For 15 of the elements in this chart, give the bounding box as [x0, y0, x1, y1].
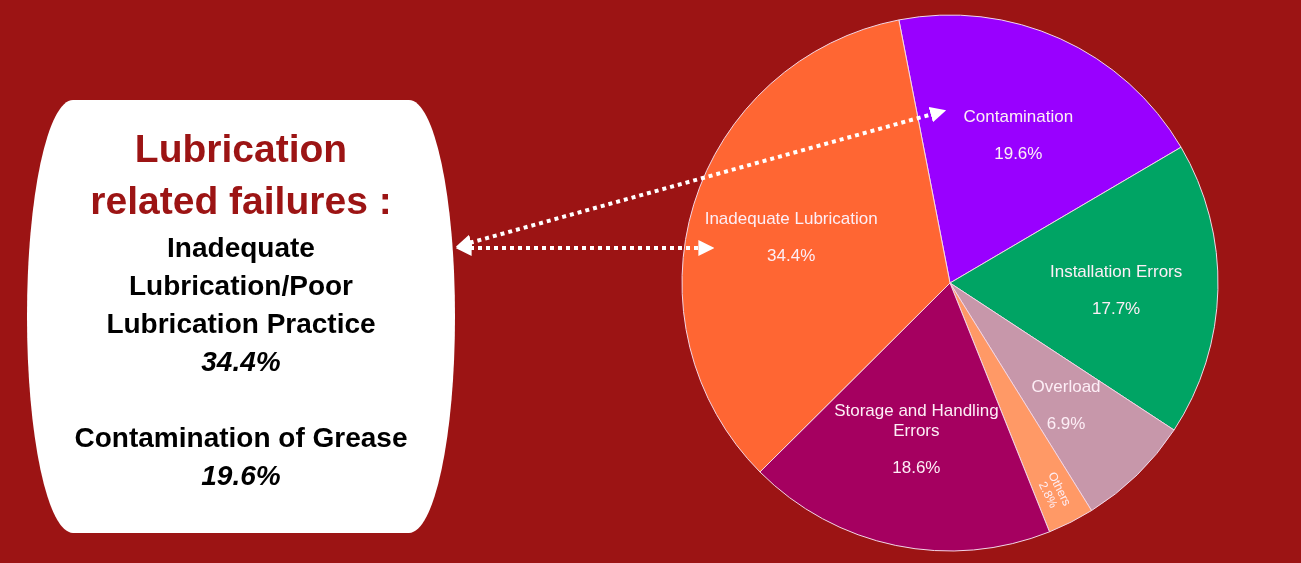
text: 19.6% — [200, 459, 282, 493]
slice-label: Inadequate Lubrication — [704, 209, 878, 229]
data-label: 19.6% — [994, 143, 1043, 163]
data-label: 6.9% — [1046, 414, 1086, 434]
text: Lubrication related failures : — [89, 126, 393, 224]
text: Inadequate Lubrication/Poor Lubrication Practice — [105, 231, 377, 341]
data-label: 34.4% — [767, 246, 816, 266]
slice-label: Installation Errors — [1049, 262, 1183, 282]
text: Contamination of Grease — [73, 421, 409, 455]
slice-label: Overload — [1031, 376, 1101, 396]
data-label: 18.6% — [892, 458, 941, 478]
text: 34.4% — [200, 345, 282, 379]
slice-label: Storage and Handling Errors — [834, 401, 999, 440]
slice-label: Contamination — [963, 106, 1074, 126]
data-label: 17.7% — [1092, 299, 1141, 319]
